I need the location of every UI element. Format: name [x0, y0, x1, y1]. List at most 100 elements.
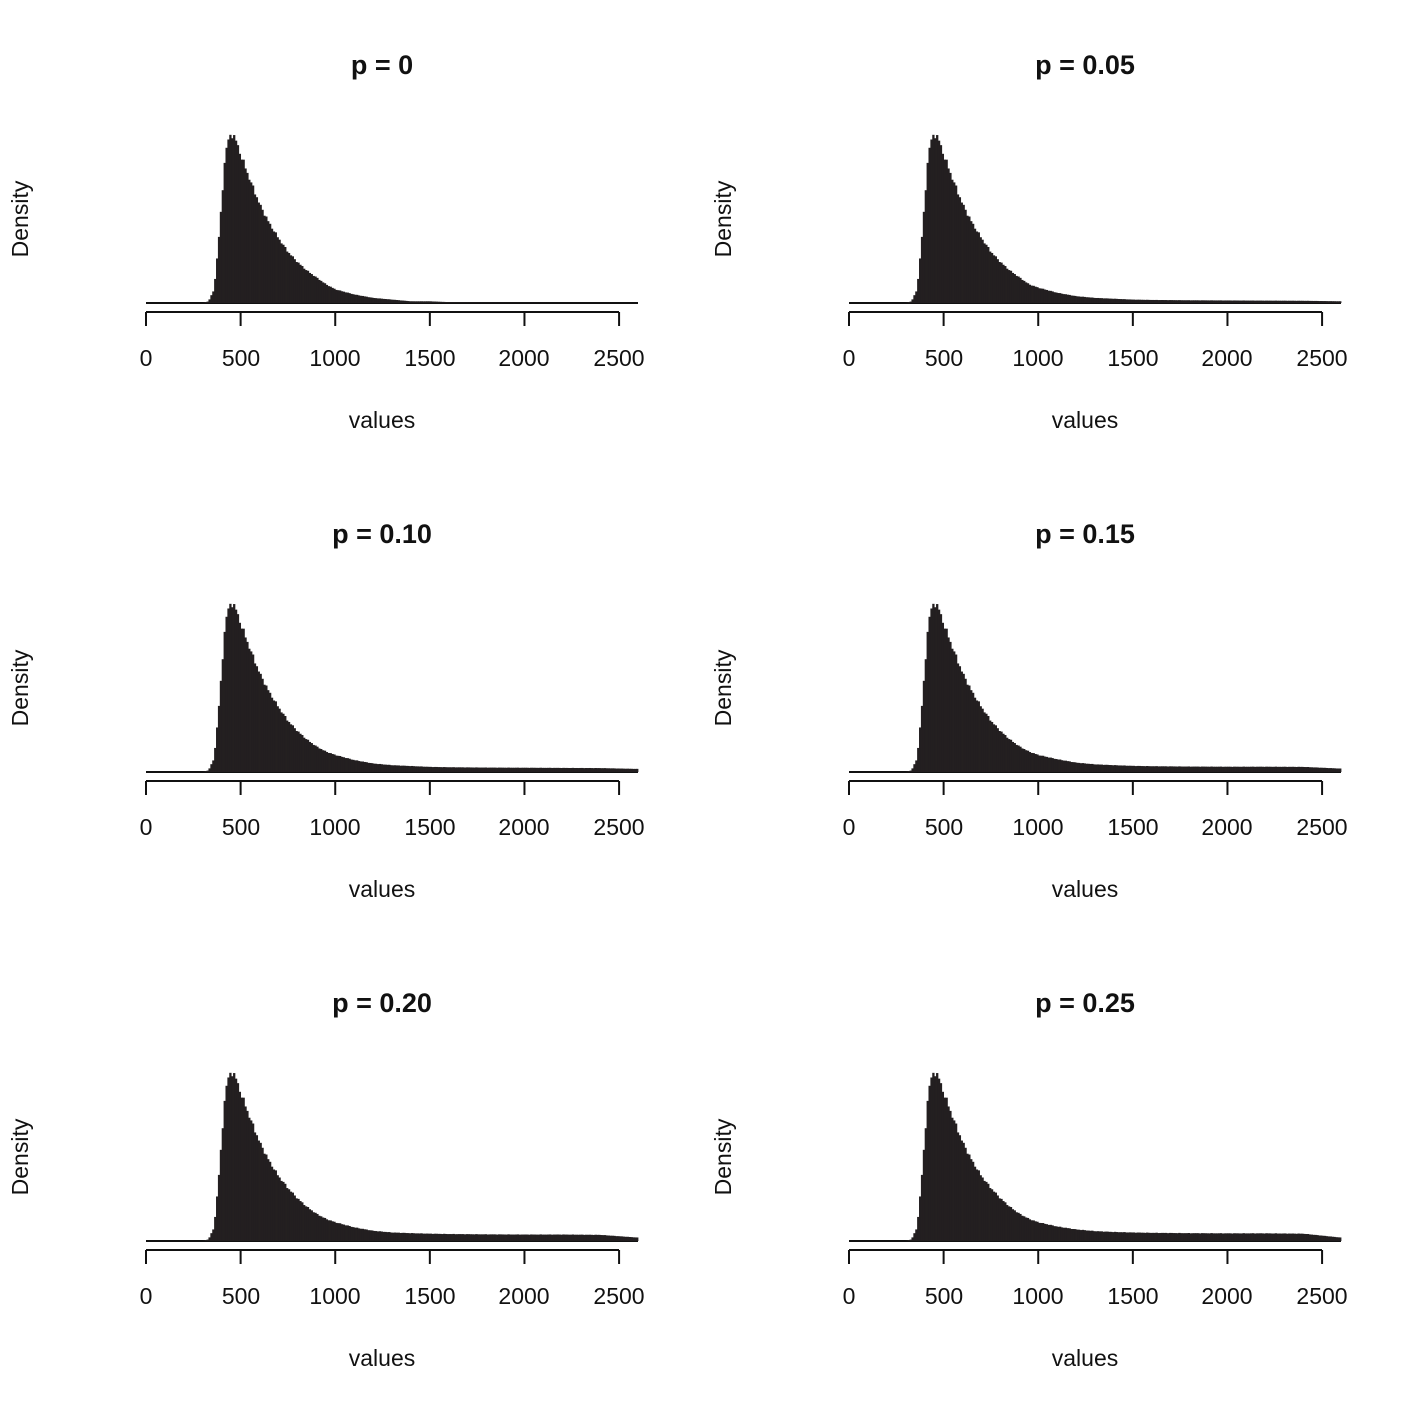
- histogram-bar: [327, 752, 330, 772]
- histogram-bar: [306, 270, 310, 303]
- histogram-bar: [276, 237, 279, 303]
- histogram-bar: [1019, 277, 1022, 303]
- histogram-bar: [255, 197, 259, 303]
- histogram-bar: [234, 1078, 238, 1241]
- histogram-bar: [1011, 1209, 1015, 1241]
- histogram-bar: [382, 764, 385, 772]
- histogram-bar: [1231, 1233, 1234, 1241]
- histogram-bar: [1178, 1232, 1181, 1241]
- histogram-bar: [433, 766, 436, 772]
- histogram-bar: [250, 651, 253, 772]
- histogram-bar: [1208, 300, 1211, 303]
- histogram-bar: [1286, 1233, 1289, 1241]
- histogram-bar: [1165, 300, 1168, 303]
- histogram-bar: [1036, 287, 1039, 303]
- histogram-bar: [958, 197, 962, 303]
- histogram-bar: [257, 202, 260, 303]
- histogram-bar: [968, 216, 971, 303]
- histogram-bar: [477, 302, 480, 303]
- histogram-bar: [1123, 299, 1126, 303]
- histogram-bar: [323, 750, 327, 772]
- histogram-bar: [1055, 1226, 1058, 1241]
- histogram-bar: [316, 277, 319, 303]
- histogram-bar: [934, 1076, 937, 1241]
- histogram-bar: [932, 134, 935, 303]
- histogram-bar: [1178, 300, 1181, 303]
- histogram-bar: [1102, 298, 1105, 303]
- histogram-bar: [970, 1159, 973, 1241]
- histogram-bar: [405, 765, 408, 772]
- histogram-bar: [236, 614, 240, 772]
- histogram-bar: [320, 1216, 323, 1241]
- histogram-bar: [1272, 300, 1276, 303]
- histogram-bar: [267, 221, 270, 303]
- histogram-bars: [146, 1072, 639, 1242]
- x-tick-label: 1000: [1012, 345, 1063, 371]
- histogram-bar: [1197, 1233, 1200, 1241]
- histogram-bar: [913, 295, 916, 303]
- histogram-bar: [1110, 1231, 1113, 1241]
- histogram-bar: [494, 767, 497, 772]
- histogram-bar: [964, 1147, 967, 1241]
- histogram-bar: [609, 1235, 612, 1241]
- histogram-bar: [405, 300, 408, 303]
- histogram-bar: [1297, 1233, 1300, 1241]
- histogram-bar: [1040, 755, 1043, 772]
- histogram-bar: [585, 768, 588, 772]
- histogram-bar: [1108, 298, 1111, 303]
- panel-p-0-25: p = 0.25 Density 0 500 1000 1500 2000 25…: [710, 988, 1348, 1371]
- histogram-bar: [462, 302, 465, 303]
- histogram-bar: [308, 272, 312, 303]
- histogram-bar: [926, 1100, 929, 1241]
- histogram-bar: [571, 1234, 575, 1241]
- histogram-bar: [1246, 766, 1249, 772]
- histogram-bar: [592, 1234, 595, 1241]
- histogram-bar: [1021, 748, 1024, 772]
- histogram-bar: [463, 767, 467, 772]
- histogram-bar: [1038, 1222, 1041, 1241]
- histogram-bar: [373, 1230, 376, 1241]
- x-tick-label: 1500: [1107, 345, 1158, 371]
- histogram-bar: [1325, 301, 1329, 303]
- histogram-bar: [426, 1233, 429, 1241]
- histogram-bar: [410, 1233, 414, 1241]
- histogram-bar: [1289, 766, 1293, 772]
- histogram-bar: [947, 168, 950, 303]
- histogram-bar: [329, 753, 332, 772]
- x-tick-label: 1500: [404, 814, 455, 840]
- histogram-bar: [994, 725, 997, 772]
- histogram-bar: [1236, 766, 1240, 772]
- histogram-bar: [1189, 300, 1192, 303]
- x-axis: [848, 780, 1324, 795]
- histogram-bar: [962, 673, 965, 772]
- histogram-bar: [253, 194, 257, 303]
- y-axis-label: Density: [7, 649, 33, 726]
- histogram-bar: [216, 727, 219, 772]
- histogram-bar: [1032, 285, 1035, 303]
- histogram-bar: [261, 678, 264, 772]
- histogram-bar: [1047, 757, 1050, 772]
- histogram-bar: [335, 289, 338, 303]
- histogram-bar: [287, 721, 291, 772]
- histogram-bar: [1087, 1230, 1090, 1241]
- histogram-bar: [374, 763, 378, 772]
- histogram-bar: [403, 1232, 406, 1241]
- histogram-bar: [1257, 766, 1261, 772]
- histogram-bar: [989, 251, 992, 303]
- histogram-bar: [1045, 1224, 1049, 1241]
- panel-title: p = 0: [351, 50, 413, 80]
- histogram-bar: [956, 663, 960, 772]
- histogram-bar: [1250, 766, 1253, 772]
- histogram-bar: [1183, 1233, 1187, 1241]
- histogram-bar: [1187, 300, 1191, 303]
- histogram-bar: [333, 288, 336, 303]
- histogram-bar: [1276, 1233, 1279, 1241]
- histogram-bar: [429, 301, 433, 303]
- histogram-bar: [1024, 750, 1028, 772]
- histogram-bar: [1028, 1219, 1032, 1241]
- histogram-bar: [1269, 766, 1272, 772]
- histogram-bar: [416, 301, 419, 303]
- histogram-bar: [909, 770, 912, 772]
- histogram-bar: [1036, 1221, 1039, 1241]
- histogram-bar: [1004, 266, 1007, 303]
